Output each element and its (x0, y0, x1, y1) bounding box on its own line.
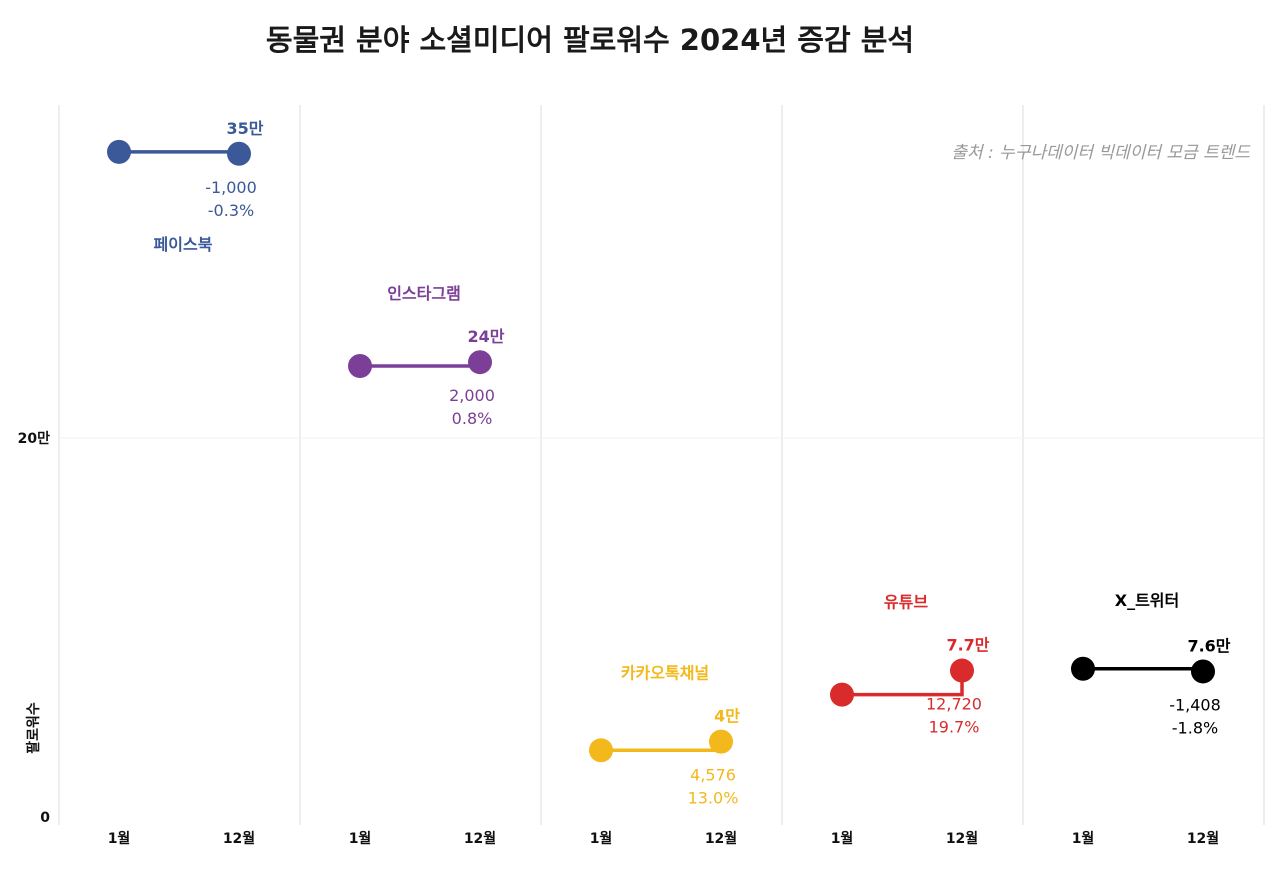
series-name-label: X_트위터 (1115, 591, 1180, 610)
dot-jan (830, 682, 854, 707)
series-name-label: 페이스북 (154, 235, 213, 254)
series-name-label: 유튜브 (884, 593, 928, 612)
change-label: -1,000 (205, 178, 257, 197)
x-tick-label: 1월 (108, 830, 131, 847)
change-label: 12,720 (926, 695, 982, 714)
dot-dec (950, 658, 974, 683)
dot-dec (709, 729, 733, 754)
x-tick-label: 1월 (590, 830, 613, 847)
pct-label: -0.3% (208, 201, 254, 220)
x-tick-label: 1월 (349, 830, 372, 847)
x-tick-label: 1월 (1072, 830, 1095, 847)
y-tick-label: 20만 (18, 431, 50, 447)
dec-value-label: 7.7만 (946, 636, 989, 655)
dot-jan (107, 139, 131, 164)
grid: 0 20만 (18, 105, 1265, 826)
dec-value-label: 35만 (227, 119, 264, 138)
dumbbell-line (119, 150, 241, 154)
x-tick-label: 1월 (831, 830, 854, 847)
marks: 1월 12월 35만 -1,000 -0.3% 페이스북 1월 12월 24만 2,000 0.8%… (107, 119, 1231, 847)
dot-jan (589, 738, 613, 763)
dot-jan (1071, 656, 1095, 681)
dot-dec (1191, 659, 1215, 684)
change-label: 2,000 (449, 386, 495, 405)
pct-label: 19.7% (929, 718, 980, 737)
dot-dec (227, 141, 251, 166)
x-tick-label: 12월 (705, 830, 737, 847)
dec-value-label: 7.6만 (1187, 636, 1230, 655)
x-tick-label: 12월 (946, 830, 978, 847)
source-note: 출처 : 누구나데이터 빅데이터 모금 트렌드 (951, 143, 1251, 163)
dot-dec (468, 350, 492, 375)
pct-label: 13.0% (688, 789, 739, 808)
series-name-label: 카카오톡채널 (621, 664, 709, 683)
x-tick-label: 12월 (1187, 830, 1219, 847)
y-tick-label: 0 (40, 810, 50, 826)
pct-label: 0.8% (452, 409, 493, 428)
x-tick-label: 12월 (223, 830, 255, 847)
x-tick-label: 12월 (464, 830, 496, 847)
dumbbell-line (842, 670, 964, 697)
dec-value-label: 4만 (714, 707, 740, 726)
change-label: 4,576 (690, 766, 736, 785)
pct-label: -1.8% (1172, 718, 1218, 737)
dumbbell-line (1083, 667, 1205, 672)
dumbbell-line (360, 362, 482, 368)
dumbbell-line (601, 741, 723, 753)
y-axis-label: 팔로워수 (25, 702, 42, 754)
dot-jan (348, 353, 372, 378)
series-name-label: 인스타그램 (387, 284, 461, 303)
dec-value-label: 24만 (468, 327, 505, 346)
chart-title: 동물권 분야 소셜미디어 팔로워수 2024년 증감 분석 (266, 23, 914, 57)
change-label: -1,408 (1169, 695, 1221, 714)
